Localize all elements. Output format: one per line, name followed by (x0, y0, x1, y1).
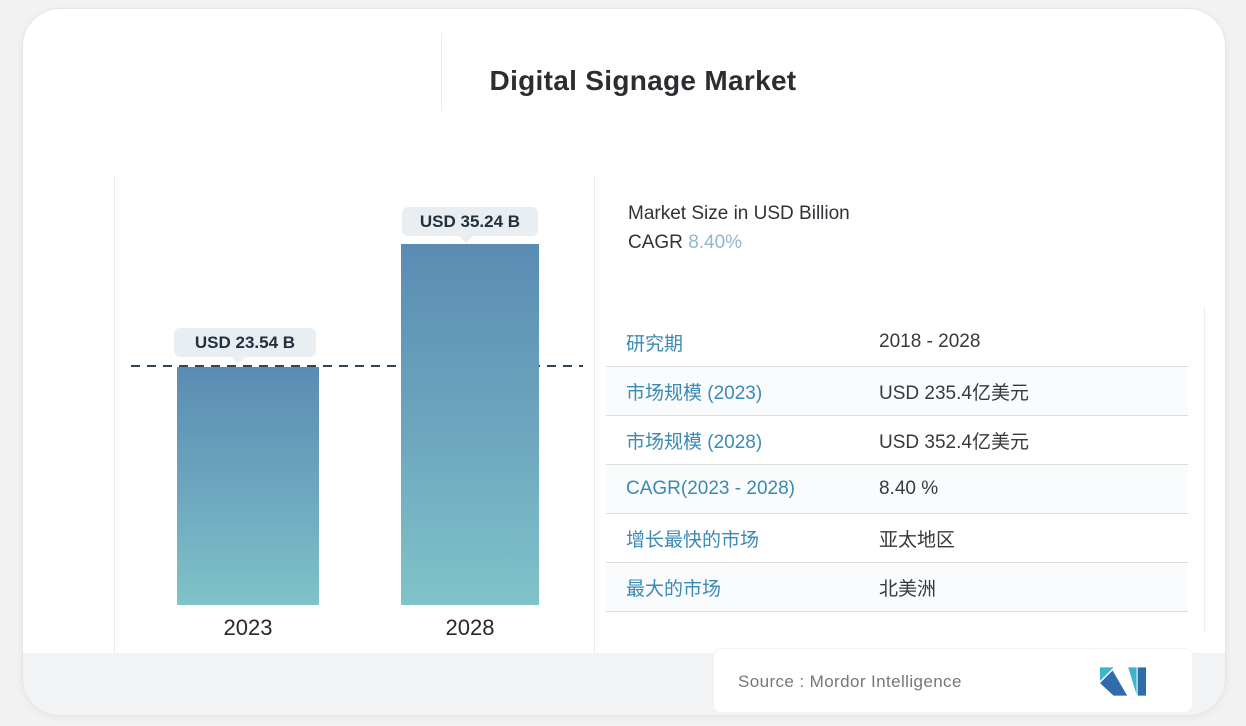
table-row: 最大的市场 北美洲 (606, 563, 1188, 612)
table-row: 研究期 2018 - 2028 (606, 318, 1188, 367)
value-label-2028: USD 35.24 B (419, 212, 521, 231)
cagr-label: CAGR (628, 232, 683, 253)
cagr-value: 8.40% (688, 232, 743, 253)
source-panel: Source : Mordor Intelligence (713, 648, 1193, 713)
table-row: 市场规模 (2028) USD 352.4亿美元 (606, 416, 1188, 465)
value-label-2023: USD 23.54 B (194, 333, 296, 352)
row-value: USD 235.4亿美元 (879, 382, 1029, 404)
stats-table: 研究期 2018 - 2028 市场规模 (2023) USD 235.4亿美元… (606, 318, 1188, 612)
callout-pointer (458, 235, 474, 243)
value-callout-2028: USD 35.24 B (402, 207, 538, 243)
reference-dashed-line (131, 365, 583, 367)
chart-right-border (594, 176, 595, 653)
bar-2028 (401, 244, 539, 605)
row-value: USD 352.4亿美元 (879, 431, 1029, 453)
row-label: 市场规模 (2028) (626, 431, 763, 453)
x-axis-label-2028: 2028 (445, 615, 495, 640)
row-value: 2018 - 2028 (879, 331, 981, 352)
chart-left-border (114, 176, 115, 653)
table-row: CAGR(2023 - 2028) 8.40 % (606, 465, 1188, 514)
page-title: Digital Signage Market (489, 65, 797, 96)
row-value: 北美洲 (879, 578, 937, 600)
row-value: 8.40 % (879, 478, 939, 499)
mordor-intelligence-logo-icon (1100, 667, 1146, 696)
table-row: 增长最快的市场 亚太地区 (606, 514, 1188, 563)
callout-pointer (230, 356, 246, 364)
source-attribution: Source : Mordor Intelligence (738, 672, 962, 691)
row-label: 市场规模 (2023) (626, 382, 763, 404)
bar-2023 (177, 367, 319, 605)
table-row: 市场规模 (2023) USD 235.4亿美元 (606, 367, 1188, 416)
table-right-border (1204, 306, 1205, 633)
report-card: Digital Signage Market USD 23.54 B USD 3… (22, 8, 1226, 716)
market-size-caption: Market Size in USD Billion (628, 203, 850, 224)
cagr-caption: CAGR 8.40% (628, 232, 742, 254)
row-label: 研究期 (626, 333, 684, 355)
row-label: CAGR(2023 - 2028) (626, 478, 795, 499)
value-callout-2023: USD 23.54 B (174, 328, 316, 364)
row-label: 增长最快的市场 (626, 529, 760, 551)
x-axis-label-2023: 2023 (223, 615, 273, 640)
title-divider (441, 33, 442, 111)
row-label: 最大的市场 (626, 578, 722, 600)
row-value: 亚太地区 (879, 529, 956, 551)
